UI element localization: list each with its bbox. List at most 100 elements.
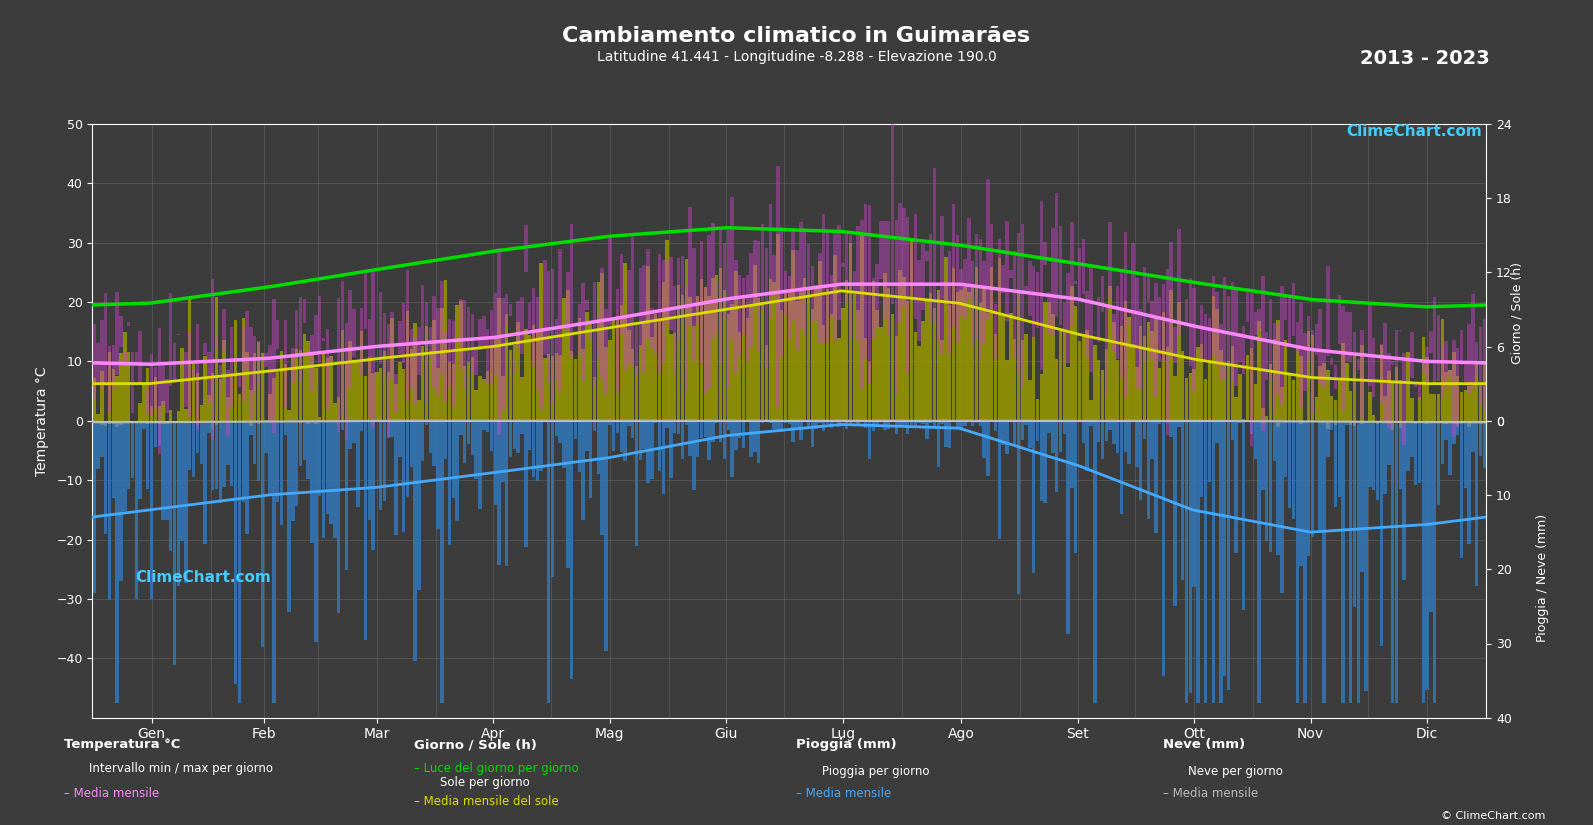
Bar bbox=[1357, 359, 1360, 370]
Bar bbox=[1123, 301, 1128, 421]
Bar bbox=[1273, 421, 1276, 461]
Bar bbox=[166, 379, 169, 413]
Bar bbox=[1158, 421, 1161, 424]
Bar bbox=[1437, 315, 1440, 381]
Bar bbox=[898, 421, 902, 427]
Bar bbox=[710, 421, 715, 442]
Bar bbox=[566, 421, 570, 568]
Bar bbox=[581, 349, 585, 421]
Bar bbox=[1459, 421, 1462, 422]
Bar bbox=[674, 286, 677, 373]
Bar bbox=[417, 400, 421, 421]
Bar bbox=[753, 265, 757, 421]
Bar bbox=[680, 295, 683, 421]
Bar bbox=[838, 421, 841, 427]
Bar bbox=[401, 370, 405, 421]
Bar bbox=[505, 295, 508, 325]
Bar bbox=[723, 243, 726, 319]
Bar bbox=[1043, 421, 1047, 503]
Bar bbox=[593, 282, 596, 385]
Bar bbox=[1066, 273, 1070, 363]
Bar bbox=[299, 421, 303, 466]
Bar bbox=[1196, 421, 1200, 703]
Bar bbox=[792, 229, 795, 322]
Bar bbox=[543, 260, 546, 355]
Bar bbox=[295, 349, 298, 421]
Bar bbox=[883, 221, 887, 319]
Bar bbox=[921, 243, 924, 310]
Bar bbox=[631, 237, 634, 367]
Bar bbox=[841, 263, 844, 267]
Bar bbox=[1117, 361, 1120, 421]
Bar bbox=[1333, 399, 1337, 421]
Bar bbox=[108, 421, 112, 601]
Bar bbox=[330, 356, 333, 421]
Bar bbox=[1429, 394, 1432, 421]
Bar bbox=[245, 421, 249, 534]
Bar bbox=[357, 360, 360, 421]
Bar bbox=[387, 372, 390, 421]
Bar bbox=[1281, 387, 1284, 421]
Bar bbox=[1027, 380, 1032, 421]
Bar bbox=[1434, 296, 1437, 382]
Bar bbox=[1246, 421, 1249, 422]
Bar bbox=[1319, 309, 1322, 384]
Bar bbox=[674, 332, 677, 421]
Bar bbox=[573, 359, 577, 421]
Bar bbox=[1204, 314, 1207, 360]
Bar bbox=[666, 240, 669, 421]
Bar bbox=[757, 241, 760, 352]
Bar bbox=[1051, 421, 1055, 453]
Bar bbox=[368, 421, 371, 521]
Bar bbox=[814, 421, 817, 429]
Bar bbox=[338, 421, 341, 613]
Bar bbox=[425, 421, 429, 425]
Bar bbox=[1123, 421, 1128, 452]
Bar bbox=[902, 208, 905, 306]
Bar bbox=[585, 421, 589, 450]
Bar bbox=[1325, 266, 1330, 356]
Bar bbox=[169, 293, 172, 386]
Bar bbox=[1219, 421, 1222, 703]
Bar bbox=[1008, 271, 1013, 278]
Bar bbox=[253, 353, 256, 421]
Bar bbox=[616, 316, 620, 421]
Bar bbox=[1249, 348, 1254, 421]
Bar bbox=[857, 309, 860, 421]
Bar bbox=[650, 337, 653, 421]
Bar bbox=[139, 421, 142, 423]
Bar bbox=[1284, 421, 1287, 478]
Bar bbox=[1464, 364, 1467, 382]
Bar bbox=[363, 272, 366, 329]
Bar bbox=[440, 281, 443, 375]
Bar bbox=[242, 327, 245, 402]
Bar bbox=[1349, 391, 1352, 421]
Bar bbox=[268, 345, 272, 422]
Bar bbox=[123, 421, 126, 512]
Bar bbox=[440, 309, 443, 421]
Bar bbox=[1219, 323, 1222, 380]
Bar bbox=[1380, 421, 1383, 646]
Bar bbox=[1276, 421, 1279, 427]
Bar bbox=[169, 421, 172, 551]
Bar bbox=[470, 357, 475, 421]
Bar bbox=[578, 421, 581, 472]
Bar bbox=[264, 421, 268, 422]
Bar bbox=[1254, 313, 1257, 336]
Bar bbox=[887, 288, 890, 421]
Bar bbox=[1372, 421, 1375, 422]
Bar bbox=[1005, 421, 1008, 454]
Bar bbox=[734, 421, 738, 450]
Bar bbox=[1453, 341, 1456, 437]
Bar bbox=[242, 421, 245, 423]
Bar bbox=[180, 347, 183, 421]
Bar bbox=[730, 304, 734, 421]
Bar bbox=[811, 309, 814, 421]
Bar bbox=[1078, 342, 1082, 421]
Bar bbox=[1207, 362, 1211, 421]
Bar bbox=[1257, 421, 1260, 703]
Bar bbox=[256, 342, 260, 421]
Bar bbox=[639, 346, 642, 421]
Bar bbox=[1027, 261, 1032, 316]
Bar bbox=[314, 315, 317, 354]
